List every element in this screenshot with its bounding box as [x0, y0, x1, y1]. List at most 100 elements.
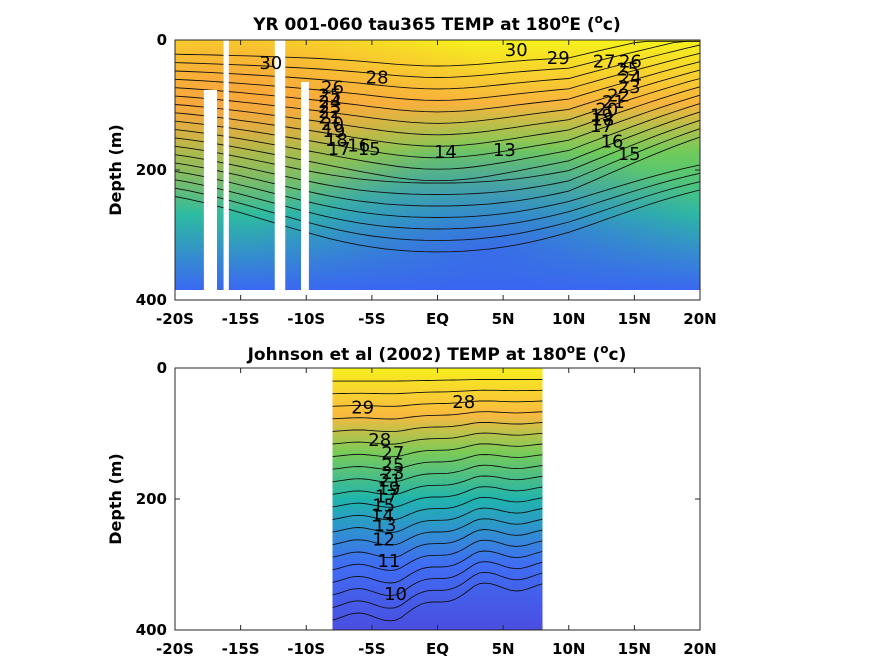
- contour-label: 19: [322, 121, 345, 142]
- contour-label: 24: [619, 68, 642, 89]
- contour-line: [332, 496, 543, 521]
- x-axis-bottom: -20S -15S -10S -5S EQ 5N 10N 15N 20N: [156, 368, 717, 656]
- contour-label: 29: [351, 397, 374, 418]
- contour-line: [332, 571, 543, 609]
- contour-label: 25: [318, 85, 341, 106]
- missing-data-column: [274, 40, 286, 290]
- missing-data-columns-top: [203, 40, 309, 290]
- x-tick-label: -10S: [287, 640, 325, 656]
- contour-label: 11: [377, 551, 400, 572]
- panel-top: YR 001-060 tau365 TEMP at 180oE (oc) 30 3…: [106, 12, 717, 328]
- contour-label: 22: [318, 102, 341, 123]
- missing-data-column: [223, 40, 229, 290]
- contour-label: 21: [318, 107, 341, 128]
- missing-data-column: [301, 82, 309, 290]
- contour-line: [174, 94, 701, 159]
- contour-label: 15: [358, 139, 381, 160]
- contour-line: [174, 172, 701, 230]
- contour-line: [332, 411, 543, 420]
- title-bottom: Johnson et al (2002) TEMP at 180oE (oc): [247, 342, 627, 365]
- y-tick-label: 200: [136, 490, 167, 508]
- contour-label: 29: [547, 48, 570, 69]
- contour-line: [174, 136, 701, 207]
- contour-line: [174, 69, 701, 124]
- contour-line: [174, 40, 700, 78]
- contour-line: [332, 561, 543, 597]
- contour-label: 15: [618, 144, 641, 165]
- contour-label: 26: [619, 51, 642, 72]
- contour-label: 30: [505, 40, 528, 61]
- x-tick-label: -20S: [156, 310, 194, 328]
- contour-label: 15: [372, 496, 395, 517]
- x-tick-label: 20N: [683, 640, 716, 656]
- x-tick-label: 10N: [552, 640, 585, 656]
- contour-label: 22: [607, 85, 630, 106]
- y-tick-label: 0: [157, 31, 167, 49]
- contour-label: 19: [377, 479, 400, 500]
- x-tick-label: 10N: [552, 310, 585, 328]
- contour-label: 25: [616, 59, 639, 80]
- contour-label: 13: [493, 140, 516, 161]
- contour-lines-bottom: [332, 379, 543, 622]
- contour-line: [174, 61, 701, 113]
- contour-label: 23: [318, 97, 341, 118]
- colormap-field-bottom: [332, 368, 543, 630]
- contour-line: [332, 550, 543, 584]
- y-tick-label: 200: [136, 161, 167, 179]
- contour-label: 10: [384, 584, 407, 605]
- contour-label: 28: [368, 430, 391, 451]
- contour-line: [174, 119, 701, 184]
- x-tick-label: 15N: [618, 310, 651, 328]
- contour-label: 18: [325, 130, 348, 151]
- x-tick-label: EQ: [426, 640, 449, 656]
- contour-line: [332, 421, 543, 433]
- cool-region-top: [175, 40, 700, 290]
- contour-line: [174, 103, 701, 170]
- missing-data-column: [203, 90, 217, 290]
- contour-label: 19: [590, 105, 613, 126]
- contour-label: 23: [381, 463, 404, 484]
- contour-label: 13: [374, 515, 397, 536]
- contour-label: 18: [591, 109, 614, 130]
- x-tick-label: 5N: [492, 640, 515, 656]
- x-tick-label: -20S: [156, 640, 194, 656]
- x-tick-label: -5S: [358, 310, 385, 328]
- contour-line: [332, 379, 543, 382]
- contour-line: [332, 475, 543, 496]
- contour-label: 25: [381, 455, 404, 476]
- contour-line: [174, 189, 701, 253]
- contour-line: [174, 86, 701, 147]
- x-tick-label: -5S: [358, 640, 385, 656]
- y-tick-label: 400: [136, 621, 167, 639]
- contour-line: [174, 181, 701, 241]
- contour-label: 30: [259, 53, 282, 74]
- contour-line: [174, 111, 701, 182]
- contour-label: 21: [602, 92, 625, 113]
- contour-line: [174, 52, 701, 101]
- y-axis-bottom: 0 200 400: [136, 359, 700, 639]
- contour-line: [332, 507, 543, 533]
- contour-label: 21: [379, 471, 402, 492]
- contour-label: 16: [347, 135, 370, 156]
- contour-line: [332, 443, 543, 458]
- contour-line: [174, 164, 701, 218]
- contour-label: 28: [452, 392, 475, 413]
- x-tick-label: -15S: [222, 310, 260, 328]
- x-tick-label: 20N: [683, 310, 716, 328]
- contour-line: [174, 40, 700, 67]
- x-tick-label: 5N: [492, 310, 515, 328]
- contour-line: [174, 78, 701, 136]
- contour-label: 16: [601, 131, 624, 152]
- contour-label: 20: [321, 114, 344, 135]
- x-tick-label: -15S: [222, 640, 260, 656]
- contour-label: 17: [328, 139, 351, 160]
- contour-label: 14: [371, 505, 394, 526]
- contour-line: [174, 128, 701, 195]
- x-axis-top: -20S -15S -10S -5S EQ 5N 10N 15N 20N: [156, 40, 717, 328]
- contour-line: [332, 432, 543, 445]
- x-tick-label: EQ: [426, 310, 449, 328]
- y-axis-top: 0 200 400: [136, 31, 700, 309]
